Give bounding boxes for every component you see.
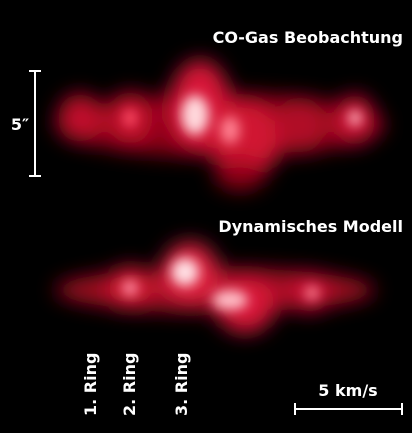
panel-title: CO-Gas Beobachtung xyxy=(213,28,403,47)
panel-title: Dynamisches Modell xyxy=(218,217,403,236)
ring-label: 1. Ring xyxy=(81,353,100,416)
figure: CO-Gas Beobachtung Dynamisches Modell 5″… xyxy=(0,0,412,429)
page: {"panels": {"observation_title": "CO-Gas… xyxy=(0,0,412,429)
ring-label: 3. Ring xyxy=(172,353,191,416)
scale-label: 5″ xyxy=(11,115,29,134)
ring-label: 2. Ring xyxy=(120,353,139,416)
scale-label: 5 km/s xyxy=(318,381,377,400)
